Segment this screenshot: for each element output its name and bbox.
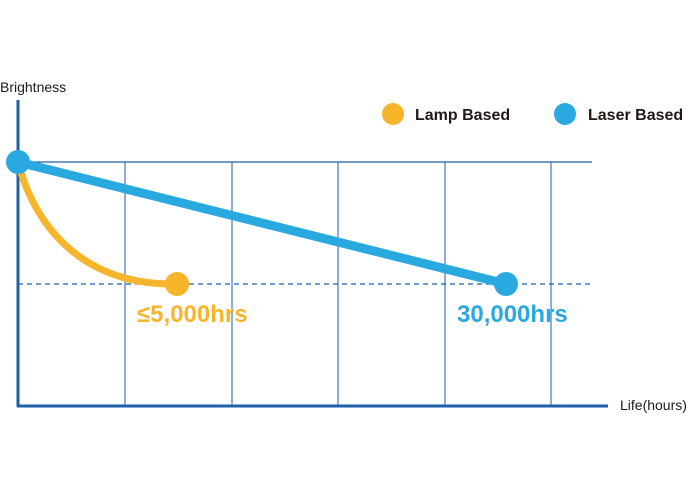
x-axis-label: Life(hours) [620,397,687,413]
legend-label-lamp: Lamp Based [415,107,510,124]
laser-end-marker [494,272,518,296]
series-line-lamp [14,158,181,288]
markers [6,150,518,296]
series-line-laser [13,157,511,289]
series-layer [13,157,511,289]
legend-swatch-laser [554,103,576,125]
start-point-marker [6,150,30,174]
legend-swatch-lamp [382,103,404,125]
y-axis-label: Brightness [0,79,66,95]
legend-label-laser: Laser Based [588,107,683,124]
lamp-end-marker [165,272,189,296]
lamp-end-label: ≤5,000hrs [137,301,248,328]
end-labels: ≤5,000hrs 30,000hrs [137,301,568,328]
laser-end-label: 30,000hrs [457,301,568,328]
legend: Lamp Based Laser Based [382,103,683,125]
